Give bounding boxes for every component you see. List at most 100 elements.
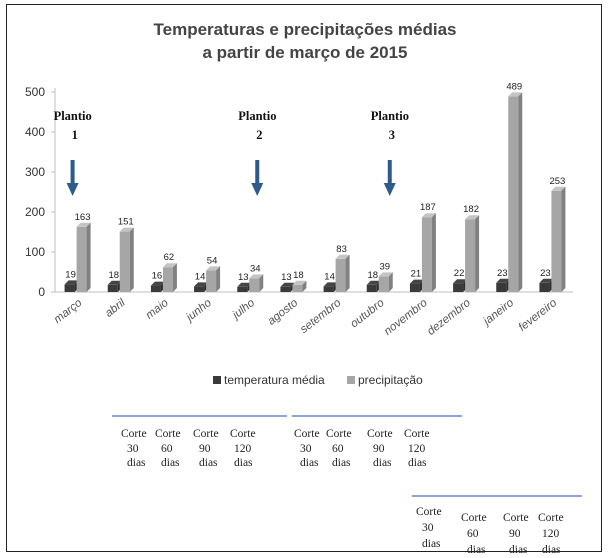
data-label: 18 [293, 270, 304, 281]
bar-top [465, 215, 480, 220]
corte-text: 120 [234, 443, 252, 455]
corte-text: Corte [461, 512, 487, 524]
bar-precipitacao [292, 280, 307, 292]
data-label: 16 [152, 271, 163, 282]
bar-top [409, 279, 424, 284]
data-label: 22 [454, 268, 465, 279]
corte-text: dias [422, 538, 441, 550]
data-label: 21 [411, 269, 422, 280]
bar-precipitacao [206, 266, 221, 292]
bar-face [539, 282, 550, 292]
bar-precipitacao [162, 263, 177, 292]
bar-face [119, 231, 130, 292]
bar-face [551, 190, 562, 292]
bar-temperatura [409, 279, 424, 292]
bar-top [323, 282, 338, 287]
bar-precipitacao [119, 227, 134, 292]
y-tick-label: 300 [25, 165, 45, 179]
corte-item: Corte 30 dias [416, 506, 442, 550]
corte-text: 120 [542, 528, 560, 540]
plantio-number: 1 [72, 128, 78, 142]
plantio-number: 3 [389, 128, 395, 142]
corte-text: 30 [127, 443, 139, 455]
corte-text: Corte [416, 506, 442, 518]
x-tick-label: agosto [266, 297, 301, 328]
bar-temperatura [539, 278, 554, 292]
bar-temperatura [194, 282, 209, 292]
bar-temperatura [366, 280, 381, 292]
bar-side [475, 215, 480, 292]
corte-text: Corte [121, 428, 147, 440]
corte-text: 90 [199, 443, 211, 455]
data-label: 39 [379, 261, 390, 272]
x-tick-label: julho [229, 297, 258, 323]
bar-precipitacao [551, 186, 566, 292]
down-arrow-head [251, 183, 264, 196]
bar-face [237, 286, 248, 292]
bar-precipitacao [335, 254, 350, 292]
bar-top [335, 254, 350, 259]
plantio-label: Plantio [238, 109, 276, 123]
bar-top [249, 274, 264, 279]
bar-top [280, 282, 295, 287]
bar-precipitacao [378, 272, 393, 292]
corte-group: Corte 30 dias Corte 60 dias Corte 90 dias Corte 12… [112, 415, 287, 469]
corte-text: Corte [294, 428, 320, 440]
corte-text: Corte [155, 428, 181, 440]
bar-top [206, 266, 221, 271]
corte-text: dias [234, 457, 253, 469]
bar-side [518, 92, 523, 293]
corte-text: 60 [161, 443, 173, 455]
bar-temperatura [496, 278, 511, 292]
bar-face [206, 270, 217, 292]
bars [64, 92, 566, 293]
bar-face [421, 217, 432, 292]
x-tick-label: maio [144, 297, 172, 322]
corte-text: 90 [509, 528, 521, 540]
bar-top [107, 280, 122, 285]
bar-face [76, 226, 87, 292]
bar-top [366, 280, 381, 285]
corte-text: 60 [332, 443, 344, 455]
data-label: 253 [549, 176, 565, 187]
bar-side [345, 254, 350, 292]
data-label: 18 [108, 270, 119, 281]
corte-item: Corte 90 dias [367, 428, 393, 469]
data-label: 151 [118, 217, 134, 228]
data-label: 14 [324, 271, 335, 282]
data-label: 14 [195, 271, 206, 282]
down-arrow-shaft [255, 160, 260, 183]
legend-item: temperatura média [213, 373, 325, 387]
y-tick-label: 500 [25, 85, 45, 99]
x-tick-label: setembro [298, 297, 344, 336]
corte-item: Corte 60 dias [461, 512, 487, 553]
y-tick-label: 200 [25, 205, 45, 219]
bar-face [194, 286, 205, 292]
corte-text: Corte [326, 428, 352, 440]
legend-label: precipitação [358, 373, 423, 387]
bar-face [323, 286, 334, 292]
corte-group: Corte 30 dias Corte 60 dias Corte 90 dias Corte 12… [412, 495, 582, 553]
x-tick-label: março [52, 297, 85, 326]
legend: temperatura média precipitação [213, 373, 423, 387]
plantio-label: Plantio [54, 109, 92, 123]
bar-face [453, 283, 464, 292]
bar-side [129, 227, 134, 292]
data-label: 489 [506, 81, 522, 92]
bar-top [119, 227, 134, 232]
bar-side [259, 274, 264, 292]
bar-top [162, 263, 177, 268]
corte-text: Corte [193, 428, 219, 440]
corte-text: dias [127, 457, 146, 469]
bar-precipitacao [76, 222, 91, 292]
bar-side [216, 266, 221, 292]
chart-title-line: Temperaturas e precipitações médias [154, 20, 457, 39]
y-tick-label: 400 [25, 125, 45, 139]
bar-side [302, 280, 307, 292]
figure-frame: Temperaturas e precipitações médias a par… [6, 4, 602, 553]
bar-face [292, 284, 303, 292]
plantio-label: Plantio [371, 109, 409, 123]
legend-item: precipitação [347, 373, 423, 387]
plantio-annotation: Plantio 3 [371, 109, 409, 196]
corte-item: Corte 90 dias [503, 512, 529, 553]
